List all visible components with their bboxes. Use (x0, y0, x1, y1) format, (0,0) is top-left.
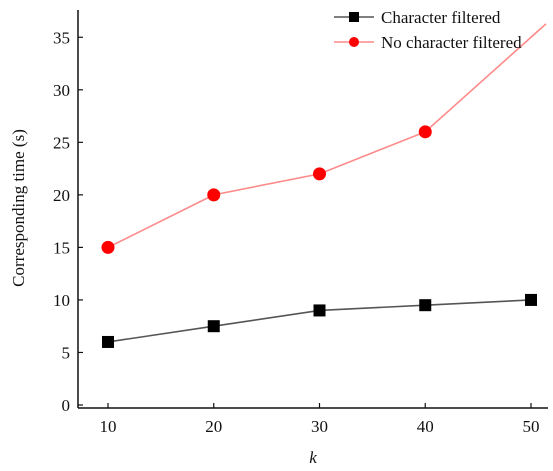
y-tick-label: 25 (53, 133, 70, 152)
y-tick-label: 0 (62, 396, 71, 415)
data-point (525, 293, 537, 306)
y-axis-title: Corresponding time (s) (9, 129, 28, 287)
data-point (102, 335, 114, 348)
data-point (207, 188, 221, 202)
series-0 (102, 293, 537, 348)
legend-swatch-marker (349, 37, 359, 47)
y-ticks: 0 5 10 15 20 25 30 35 (53, 28, 83, 415)
legend-swatch-marker (349, 12, 359, 22)
y-tick-label: 10 (53, 291, 70, 310)
x-axis-title: k (309, 448, 317, 467)
data-point (313, 167, 326, 181)
data-point (418, 125, 432, 139)
x-tick-label: 40 (417, 417, 434, 436)
x-ticks: 10 20 30 40 50 (100, 403, 540, 436)
x-tick-label: 30 (311, 417, 328, 436)
legend-label: No character filtered (381, 33, 522, 52)
y-tick-label: 30 (53, 81, 70, 100)
legend-item-character-filtered: Character filtered (334, 8, 501, 27)
data-point (419, 299, 432, 312)
y-tick-label: 20 (53, 186, 70, 205)
series-layer (101, 23, 547, 348)
legend-item-no-character-filtered: No character filtered (334, 33, 522, 52)
x-tick-label: 50 (523, 417, 540, 436)
legend: Character filtered No character filtered (334, 8, 522, 52)
axes (77, 10, 548, 409)
data-point (313, 304, 326, 317)
series-line (107, 23, 547, 249)
data-point (207, 320, 220, 333)
x-tick-label: 20 (205, 417, 222, 436)
x-tick-label: 10 (100, 417, 117, 436)
data-point (101, 240, 115, 254)
legend-label: Character filtered (381, 8, 501, 27)
y-tick-label: 35 (53, 28, 70, 47)
series-1 (101, 23, 547, 254)
y-tick-label: 15 (53, 238, 70, 257)
y-tick-label: 5 (62, 343, 71, 362)
